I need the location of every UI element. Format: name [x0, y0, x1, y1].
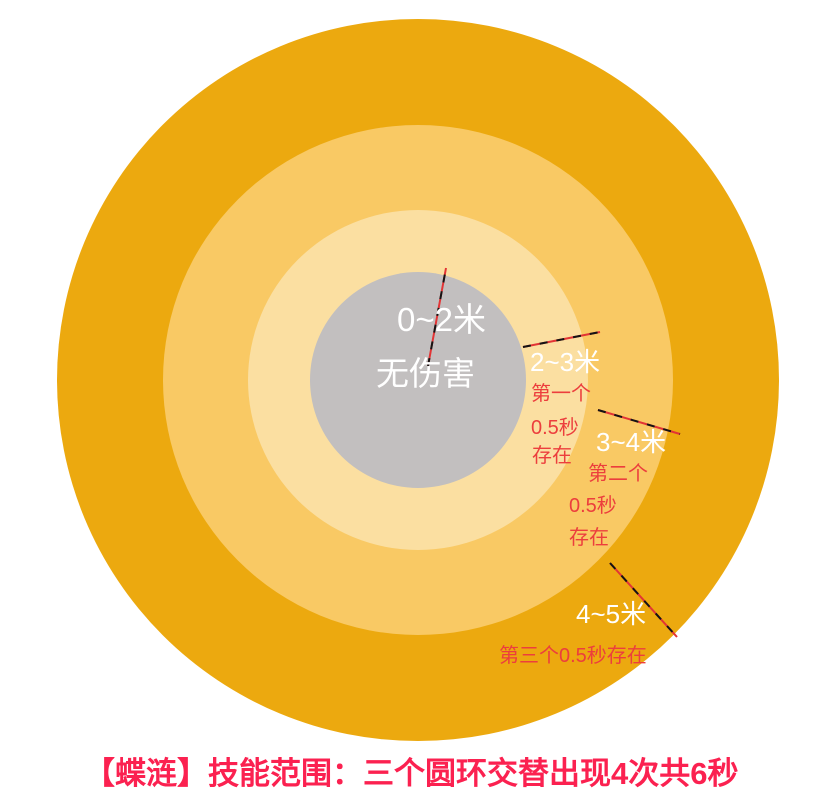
ring2-note-line1: 第二个 — [588, 463, 648, 485]
center-no-damage-circle — [310, 272, 526, 488]
ring2-note-line2: 0.5秒 — [569, 495, 617, 517]
ring1-note-line3: 存在 — [532, 445, 572, 467]
label-range-0-2m: 0~2米 — [397, 301, 486, 338]
label-range-2-3m: 2~3米 — [530, 347, 601, 377]
ring1-note-line1: 第一个 — [531, 383, 591, 405]
label-range-3-4m: 3~4米 — [596, 427, 667, 457]
caption: 【蝶涟】技能范围：三个圆环交替出现4次共6秒 — [84, 756, 739, 791]
label-range-4-5m: 4~5米 — [576, 599, 647, 629]
ring2-note-line3: 存在 — [569, 527, 609, 549]
label-no-damage: 无伤害 — [376, 355, 475, 392]
ring1-note-line2: 0.5秒 — [531, 417, 579, 439]
ring3-note: 第三个0.5秒存在 — [499, 645, 647, 667]
